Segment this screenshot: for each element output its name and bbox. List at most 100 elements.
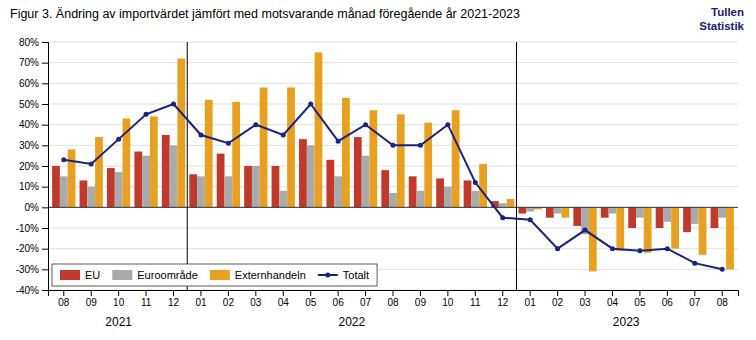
bar <box>342 98 350 208</box>
bar <box>87 187 95 208</box>
bar <box>409 176 417 207</box>
bar <box>315 52 323 207</box>
tick-mark <box>530 290 531 296</box>
tick-label: 08 <box>58 297 70 308</box>
plot-area: -40%-30%-20%-10%0%10%20%30%40%50%60%70%8… <box>16 37 739 329</box>
tick-mark <box>42 269 48 270</box>
point <box>637 248 642 253</box>
bar <box>519 207 527 213</box>
point <box>336 139 341 144</box>
bar <box>507 199 515 207</box>
bar <box>718 207 726 217</box>
tick-mark <box>722 290 723 296</box>
point <box>692 261 697 266</box>
legend-label: Externhandeln <box>235 269 306 281</box>
tick-label: 06 <box>662 297 674 308</box>
tick-label: 12 <box>497 297 509 308</box>
year-label: 2021 <box>105 315 132 329</box>
tick: 04 <box>278 290 290 308</box>
tick: -10% <box>16 223 48 234</box>
tick: 04 <box>607 290 619 308</box>
tick-label: -30% <box>16 264 39 275</box>
tick: 30% <box>19 140 48 151</box>
point <box>665 246 670 251</box>
tick: 11 <box>141 290 152 308</box>
tick: 10 <box>113 290 125 308</box>
bar <box>80 180 88 207</box>
tick: 12 <box>497 290 509 308</box>
legend-item: EU <box>60 269 100 281</box>
bar <box>636 207 644 217</box>
tick-mark <box>63 290 64 296</box>
point <box>473 180 478 185</box>
tick: 0% <box>25 202 48 213</box>
point <box>226 141 231 146</box>
tick-label: 04 <box>278 297 290 308</box>
bar <box>170 145 178 207</box>
grid-line <box>48 62 738 63</box>
point <box>500 215 505 220</box>
point <box>198 133 203 138</box>
tick-mark <box>612 290 613 296</box>
tick-mark <box>146 290 147 296</box>
bar <box>279 191 287 208</box>
point <box>116 137 121 142</box>
tick-mark <box>393 290 394 296</box>
bar <box>369 110 377 207</box>
bar <box>479 164 487 207</box>
point <box>363 122 368 127</box>
tick-label: 05 <box>634 297 646 308</box>
bar <box>436 178 444 207</box>
tick-mark <box>42 145 48 146</box>
tick-mark <box>283 290 284 296</box>
tick-mark <box>200 290 201 296</box>
bar <box>299 139 307 207</box>
tick-label: -40% <box>16 285 39 296</box>
watermark: Tullen <box>711 6 744 18</box>
tick-mark <box>228 290 229 296</box>
tick-label: 40% <box>19 119 39 130</box>
bar <box>711 207 719 228</box>
legend-swatch <box>210 270 230 280</box>
line-series <box>61 102 724 272</box>
bar <box>561 207 569 217</box>
bar <box>260 87 268 207</box>
bar <box>244 166 252 207</box>
tick: -20% <box>16 243 48 254</box>
legend: EUEuroområdeExternhandelnTotalt <box>52 264 377 286</box>
bar <box>452 110 460 207</box>
bar <box>189 174 197 207</box>
bar <box>52 166 60 207</box>
tick-label: 07 <box>360 297 372 308</box>
tick-mark <box>475 290 476 296</box>
tick: 11 <box>470 290 481 308</box>
point <box>61 157 66 162</box>
tick-label: 02 <box>552 297 564 308</box>
point <box>281 133 286 138</box>
tick: 07 <box>689 290 701 308</box>
point <box>610 246 615 251</box>
bar <box>272 166 280 207</box>
point <box>445 122 450 127</box>
bar <box>287 87 295 207</box>
bar <box>107 168 115 207</box>
bar <box>526 207 534 211</box>
year-divider <box>516 42 517 290</box>
tick: 01 <box>525 290 537 308</box>
tick-label: 06 <box>333 297 345 308</box>
bar <box>581 207 589 234</box>
tick-mark <box>42 125 48 126</box>
tick: 07 <box>360 290 372 308</box>
bar <box>671 207 679 248</box>
bar <box>699 207 707 255</box>
tick-mark <box>91 290 92 296</box>
bar <box>546 207 554 217</box>
axis-line <box>49 291 739 297</box>
tick-label: 30% <box>19 140 39 151</box>
zero-line <box>48 207 738 208</box>
bar <box>726 207 734 269</box>
grid-line <box>48 248 738 249</box>
tick: 50% <box>19 99 48 110</box>
tick-mark <box>42 166 48 167</box>
point <box>308 102 313 107</box>
